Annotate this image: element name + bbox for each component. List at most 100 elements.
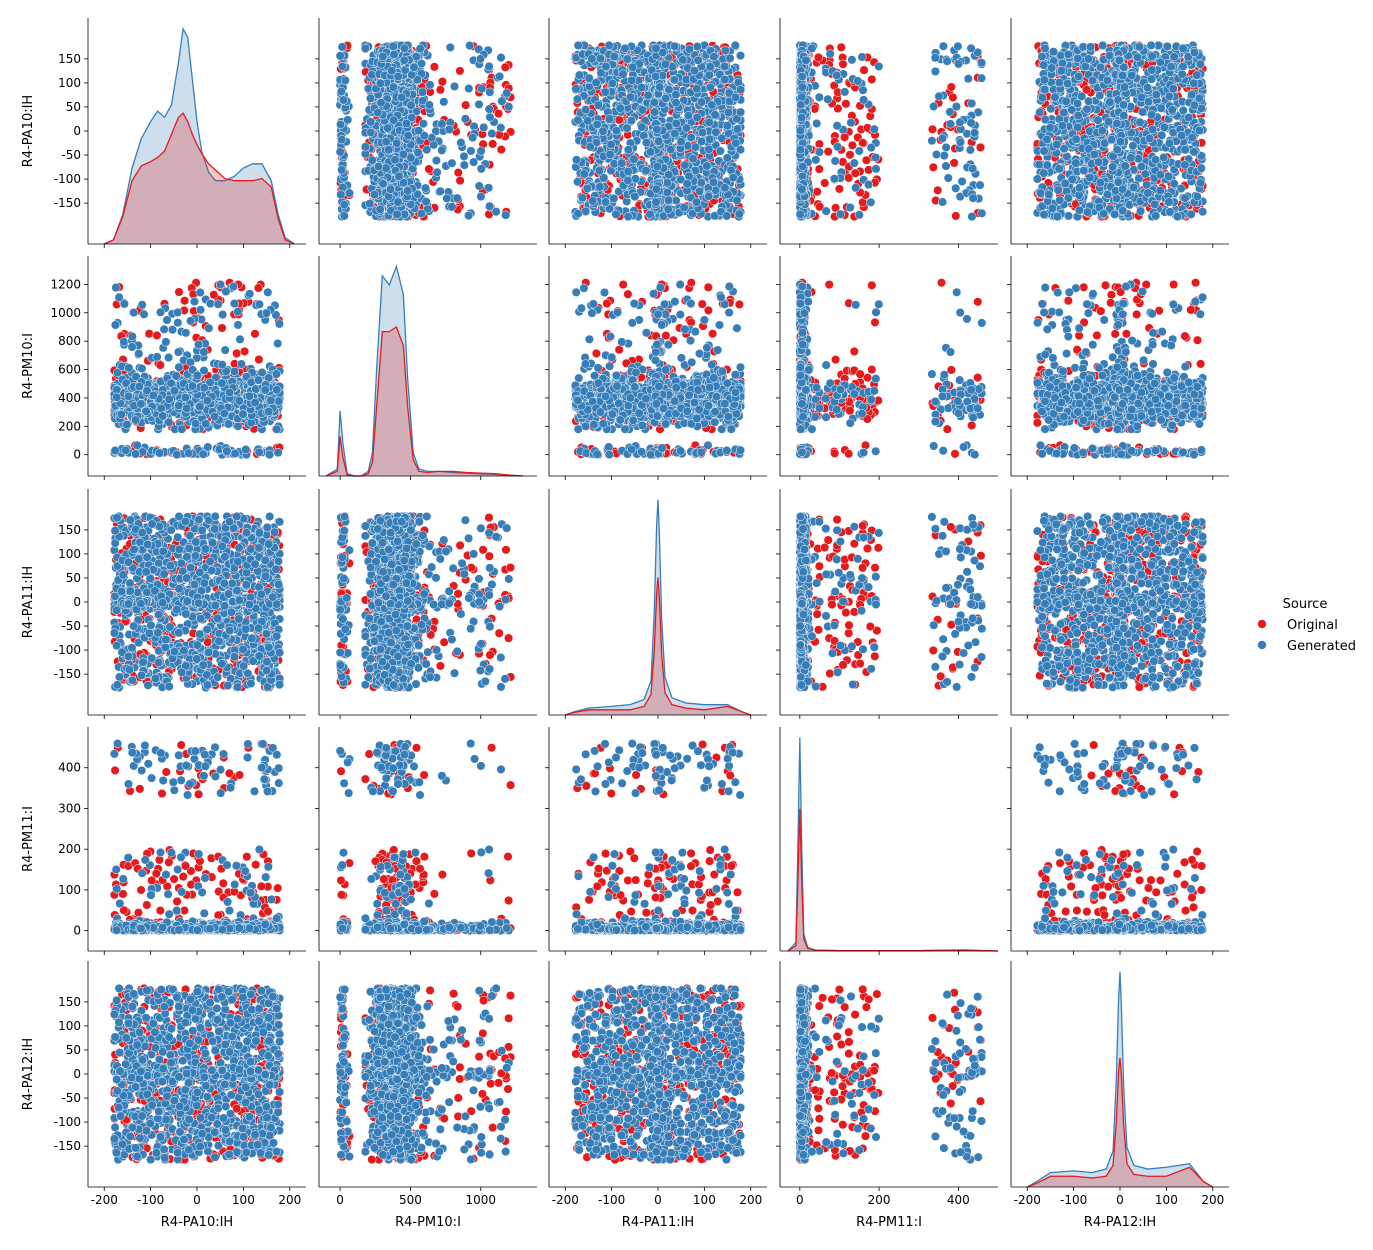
point-generated	[664, 170, 674, 180]
point-generated	[335, 51, 345, 61]
point-generated	[607, 78, 617, 88]
point-generated	[366, 117, 376, 127]
point-generated	[689, 66, 700, 76]
point-generated	[592, 119, 602, 130]
point-generated	[730, 40, 740, 50]
point-generated	[409, 62, 419, 72]
point-generated	[476, 146, 486, 156]
point-generated	[337, 165, 347, 175]
point-generated	[651, 197, 661, 207]
point-generated	[390, 155, 400, 165]
point-generated	[605, 149, 615, 159]
point-generated	[476, 192, 486, 202]
point-generated	[484, 104, 494, 114]
point-generated	[384, 145, 394, 155]
point-generated	[339, 200, 349, 210]
point-generated	[375, 78, 385, 88]
point-original	[453, 168, 463, 178]
point-generated	[692, 42, 702, 52]
point-generated	[435, 186, 445, 196]
point-generated	[599, 173, 609, 183]
point-generated	[664, 195, 674, 205]
point-generated	[662, 188, 672, 198]
point-generated	[670, 75, 680, 85]
point-generated	[460, 114, 470, 124]
point-original	[496, 145, 506, 155]
point-generated	[722, 211, 732, 221]
point-generated	[661, 93, 671, 103]
point-generated	[383, 123, 393, 133]
point-generated	[652, 161, 662, 172]
point-generated	[378, 51, 388, 62]
point-generated	[388, 82, 398, 92]
point-generated	[459, 151, 469, 161]
point-original	[847, 140, 857, 150]
point-generated	[641, 138, 651, 148]
point-generated	[664, 85, 674, 95]
point-generated	[663, 204, 673, 214]
point-generated	[381, 163, 391, 173]
point-generated	[705, 82, 715, 92]
point-generated	[682, 179, 692, 189]
point-generated	[732, 124, 742, 134]
point-generated	[798, 161, 808, 172]
point-generated	[965, 145, 975, 155]
point-generated	[970, 128, 980, 138]
point-generated	[501, 210, 511, 220]
point-generated	[421, 197, 431, 207]
point-generated	[814, 147, 825, 157]
point-generated	[736, 85, 746, 95]
y-tick-label: -100	[54, 172, 81, 186]
point-generated	[604, 114, 615, 124]
point-generated	[491, 207, 501, 217]
point-generated	[795, 126, 805, 136]
point-generated	[662, 178, 672, 188]
point-generated	[337, 135, 347, 145]
point-original	[813, 52, 824, 62]
point-generated	[797, 171, 808, 181]
point-generated	[593, 100, 603, 110]
kde-fill-original	[104, 113, 295, 244]
point-generated	[416, 59, 427, 69]
point-generated	[975, 180, 985, 190]
point-original	[823, 147, 833, 157]
point-generated	[953, 59, 964, 69]
point-generated	[447, 202, 457, 212]
point-generated	[812, 118, 822, 129]
point-generated	[416, 208, 426, 218]
point-generated	[629, 154, 639, 164]
point-generated	[431, 155, 441, 166]
point-generated	[697, 128, 708, 138]
point-generated	[682, 123, 692, 133]
point-original	[850, 168, 860, 178]
point-generated	[413, 148, 423, 158]
point-generated	[941, 142, 951, 152]
point-generated	[623, 212, 633, 222]
point-generated	[427, 133, 437, 143]
point-generated	[367, 155, 377, 165]
point-generated	[444, 124, 454, 134]
y-tick-label: 0	[73, 124, 81, 138]
point-generated	[623, 175, 633, 186]
point-generated	[469, 157, 479, 167]
scatter-points	[570, 40, 746, 222]
point-original	[975, 142, 986, 152]
point-generated	[412, 189, 423, 199]
point-original	[461, 100, 471, 110]
point-generated	[424, 100, 434, 110]
point-generated	[573, 115, 583, 125]
point-original	[841, 99, 851, 109]
point-generated	[939, 151, 949, 161]
point-generated	[425, 80, 435, 90]
point-generated	[709, 52, 719, 62]
point-original	[814, 164, 824, 174]
point-generated	[715, 146, 725, 156]
point-original	[951, 211, 961, 221]
point-original	[840, 132, 850, 142]
point-generated	[600, 87, 610, 97]
point-generated	[468, 133, 478, 143]
point-generated	[829, 174, 839, 184]
point-generated	[485, 87, 495, 97]
point-generated	[797, 82, 807, 92]
point-generated	[730, 92, 741, 102]
